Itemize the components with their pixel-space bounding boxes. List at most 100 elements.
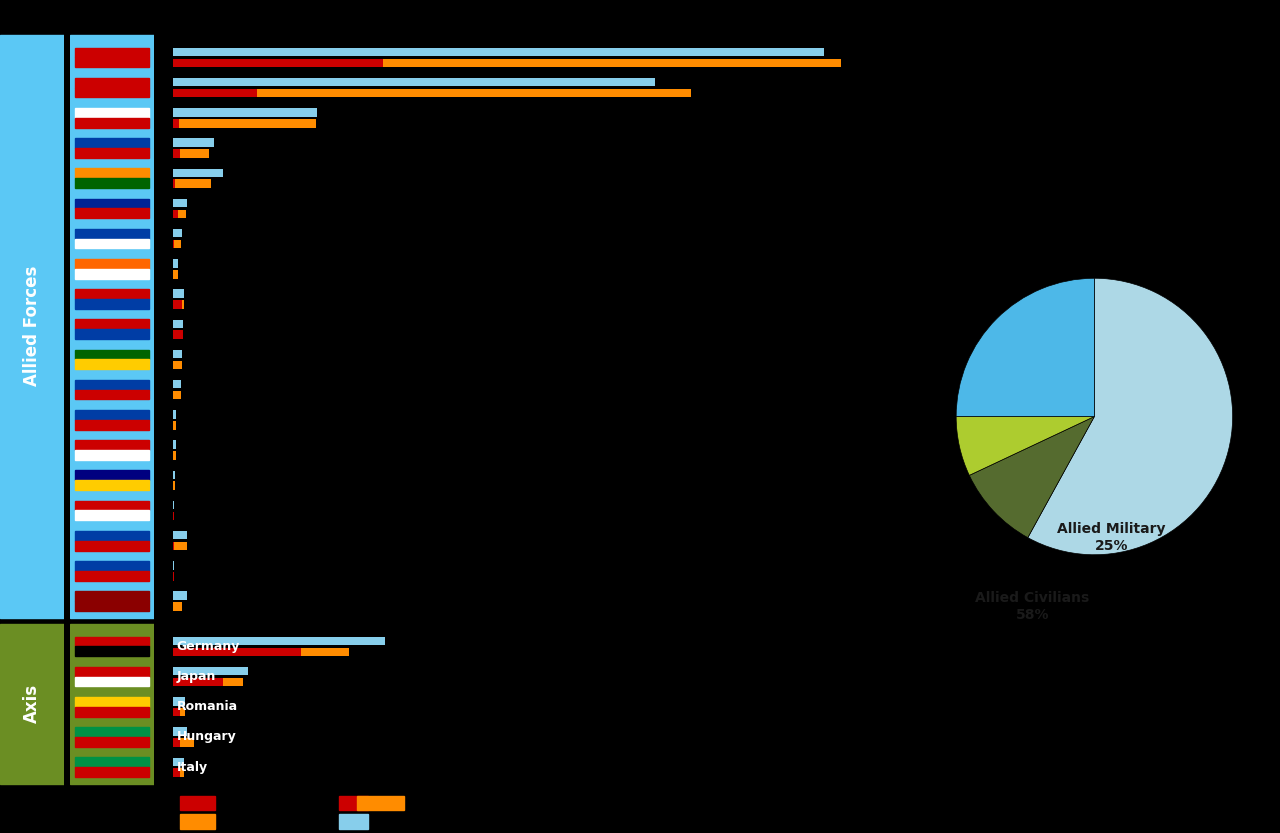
Text: Italy: Italy — [177, 761, 207, 774]
Bar — [173, 708, 180, 716]
Bar — [74, 148, 150, 158]
Bar — [173, 47, 824, 57]
Bar — [74, 108, 150, 118]
Bar — [178, 210, 187, 218]
Bar — [74, 269, 150, 279]
Bar — [173, 421, 177, 430]
Bar — [74, 360, 150, 369]
Bar — [173, 199, 187, 207]
Bar — [182, 300, 183, 309]
Bar — [257, 89, 691, 97]
Bar — [74, 410, 150, 420]
Bar — [173, 451, 175, 460]
Bar — [173, 441, 175, 449]
Bar — [173, 138, 214, 147]
Bar — [173, 768, 180, 777]
Bar — [173, 119, 179, 127]
Bar — [173, 320, 183, 328]
Bar — [174, 542, 187, 551]
Bar — [74, 299, 150, 309]
Bar — [74, 706, 150, 716]
Bar — [173, 89, 257, 97]
Bar — [74, 636, 150, 646]
Bar — [74, 329, 150, 339]
Bar — [173, 108, 317, 117]
Bar — [180, 815, 215, 829]
Bar — [339, 796, 369, 810]
Bar — [173, 331, 183, 339]
Wedge shape — [956, 278, 1094, 416]
Bar — [0, 624, 64, 784]
Bar — [339, 815, 369, 829]
Bar — [173, 259, 178, 267]
Bar — [173, 361, 182, 369]
Text: Allied Military
25%: Allied Military 25% — [1057, 522, 1166, 552]
Bar — [173, 289, 183, 298]
Bar — [173, 380, 180, 388]
Text: Allied Civilians
58%: Allied Civilians 58% — [975, 591, 1089, 621]
Bar — [74, 239, 150, 248]
Bar — [74, 390, 150, 400]
Bar — [74, 511, 150, 521]
Text: Allied Forces: Allied Forces — [23, 266, 41, 387]
Bar — [173, 697, 184, 706]
Bar — [74, 601, 150, 611]
Bar — [173, 531, 187, 540]
Bar — [74, 380, 150, 390]
Bar — [180, 796, 215, 810]
Wedge shape — [956, 416, 1094, 476]
Bar — [74, 77, 150, 87]
Bar — [180, 768, 184, 777]
Bar — [74, 501, 150, 511]
Bar — [74, 441, 150, 450]
Text: Romania: Romania — [177, 701, 238, 713]
Bar — [180, 738, 195, 746]
Bar — [173, 210, 178, 218]
Bar — [74, 561, 150, 571]
Bar — [74, 118, 150, 127]
Bar — [74, 320, 150, 329]
Bar — [173, 300, 182, 309]
Bar — [74, 229, 150, 239]
Bar — [173, 647, 301, 656]
Bar — [74, 420, 150, 430]
Bar — [74, 757, 150, 767]
Bar — [173, 410, 177, 419]
Text: Germany: Germany — [177, 640, 239, 653]
Bar — [173, 542, 174, 551]
Bar — [74, 450, 150, 460]
Bar — [173, 667, 247, 676]
Bar — [179, 119, 316, 127]
Bar — [74, 541, 150, 551]
Bar — [173, 270, 178, 278]
Bar — [74, 471, 150, 481]
Bar — [180, 708, 184, 716]
Bar — [74, 481, 150, 490]
Bar — [173, 168, 223, 177]
Bar — [74, 198, 150, 208]
Bar — [74, 571, 150, 581]
Bar — [70, 35, 154, 618]
Bar — [173, 738, 180, 746]
Bar — [173, 591, 187, 600]
Bar — [74, 646, 150, 656]
Bar — [74, 138, 150, 148]
Bar — [74, 168, 150, 178]
Bar — [383, 58, 841, 67]
Bar — [175, 179, 211, 188]
Bar — [180, 149, 209, 157]
Bar — [173, 58, 383, 67]
Bar — [224, 678, 243, 686]
Bar — [74, 666, 150, 676]
Bar — [74, 676, 150, 686]
Bar — [74, 767, 150, 777]
Bar — [74, 591, 150, 601]
Bar — [74, 208, 150, 218]
Bar — [173, 350, 182, 358]
Text: Hungary: Hungary — [177, 731, 237, 744]
Bar — [357, 796, 403, 810]
Bar — [70, 624, 154, 784]
Bar — [173, 727, 187, 736]
Bar — [74, 259, 150, 269]
Bar — [301, 647, 349, 656]
